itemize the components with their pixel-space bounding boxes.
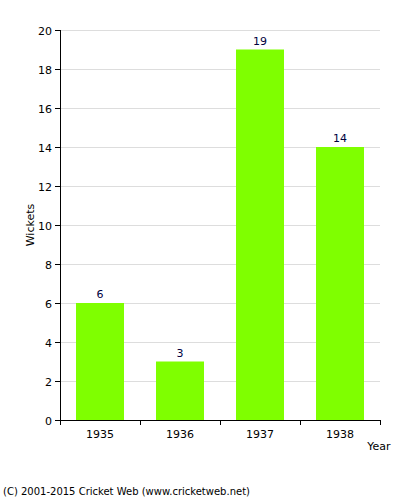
x-tick-label: 1935: [86, 428, 114, 441]
x-tick-label: 1938: [326, 428, 354, 441]
x-tick: [220, 420, 221, 425]
y-tick: [55, 30, 60, 31]
y-tick: [55, 186, 60, 187]
y-tick: [55, 381, 60, 382]
y-tick: [55, 69, 60, 70]
grid-line: [60, 69, 380, 70]
chart: 0 2 4 6 8 10 12 14 16 18 20 6 3 19 14 1935 1936 1937 1938 W…: [0, 0, 400, 500]
x-tick-label: 1937: [246, 428, 274, 441]
y-tick: [55, 420, 60, 421]
y-tick-label: 6: [45, 298, 52, 311]
x-tick-label: 1936: [166, 428, 194, 441]
y-tick-label: 20: [38, 25, 52, 38]
bar: [156, 362, 204, 421]
y-tick-label: 18: [38, 64, 52, 77]
grid-line: [60, 30, 380, 31]
y-tick-label: 2: [45, 376, 52, 389]
grid-line: [60, 108, 380, 109]
y-tick-label: 10: [38, 220, 52, 233]
x-tick: [380, 420, 381, 425]
y-tick-label: 16: [38, 103, 52, 116]
background: [0, 0, 400, 500]
bar: [236, 50, 284, 421]
y-axis: [60, 30, 61, 420]
y-tick-label: 12: [38, 181, 52, 194]
y-tick: [55, 147, 60, 148]
x-tick: [60, 420, 61, 425]
data-label: 3: [177, 347, 184, 360]
bar: [76, 303, 124, 420]
y-tick: [55, 264, 60, 265]
y-tick: [55, 303, 60, 304]
y-axis-label: Wickets: [24, 203, 37, 246]
data-label: 19: [253, 35, 267, 48]
bar: [316, 147, 364, 420]
y-tick-label: 14: [38, 142, 52, 155]
y-tick-label: 4: [45, 337, 52, 350]
y-tick-label: 8: [45, 259, 52, 272]
y-tick: [55, 108, 60, 109]
data-label: 14: [333, 132, 347, 145]
y-tick: [55, 342, 60, 343]
data-label: 6: [97, 288, 104, 301]
y-tick-label: 0: [45, 415, 52, 428]
x-tick: [300, 420, 301, 425]
y-tick: [55, 225, 60, 226]
annotation: (C) 2001-2015 Cricket Web (www.cricketwe…: [3, 486, 250, 497]
bars: [76, 50, 364, 421]
x-axis-label: Year: [366, 440, 391, 453]
x-tick: [140, 420, 141, 425]
